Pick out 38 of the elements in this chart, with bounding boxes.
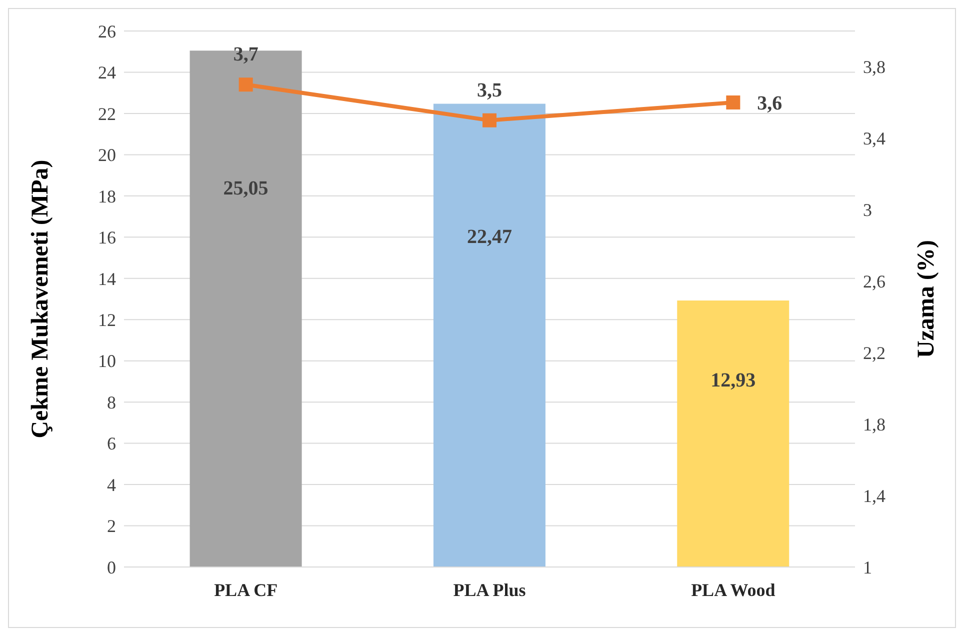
y-tick-label: 14 xyxy=(98,268,116,289)
data-label: 3,7 xyxy=(233,44,258,66)
y-tick-label: 2 xyxy=(107,516,116,536)
point xyxy=(238,78,253,92)
y-tick-label: 4 xyxy=(107,474,116,495)
y-tick-label: 18 xyxy=(98,186,116,206)
x-tick-label: PLA CF xyxy=(214,580,278,600)
y-tick-label: 10 xyxy=(98,351,116,372)
y2-tick-label: 1,4 xyxy=(863,486,886,506)
bar xyxy=(677,300,790,567)
y2-tick-label: 2,2 xyxy=(863,342,886,363)
y-tick-label: 8 xyxy=(107,392,116,412)
y-tick-label: 24 xyxy=(98,62,116,83)
y2-tick-label: 3,8 xyxy=(863,57,886,78)
y-tick-label: 12 xyxy=(98,310,116,330)
data-label: 22,47 xyxy=(466,226,512,248)
y-tick-label: 26 xyxy=(98,21,116,42)
y-axis-title: Çekme Mukavemeti (MPa) xyxy=(28,160,54,438)
point xyxy=(482,113,496,128)
y-tick-label: 6 xyxy=(107,434,116,454)
bar xyxy=(433,104,546,567)
y2-tick-label: 1,8 xyxy=(863,414,886,434)
y-tick-label: 20 xyxy=(98,145,116,166)
y-tick-label: 16 xyxy=(98,228,116,248)
y2-tick-label: 1 xyxy=(863,557,872,578)
y2-axis-title: Uzama (%) xyxy=(914,240,940,358)
data-label: 3,6 xyxy=(757,92,782,114)
x-tick-label: PLA Wood xyxy=(691,580,776,600)
point xyxy=(726,95,740,110)
y2-tick-label: 3,4 xyxy=(863,128,886,149)
data-label: 12,93 xyxy=(710,369,756,392)
data-label: 3,5 xyxy=(477,79,502,102)
data-label: 25,05 xyxy=(223,178,268,200)
y2-tick-label: 2,6 xyxy=(863,272,886,292)
x-tick-label: PLA Plus xyxy=(453,580,526,600)
y-tick-label: 22 xyxy=(98,104,116,124)
y-tick-label: 0 xyxy=(107,557,116,578)
y2-tick-label: 3 xyxy=(863,200,872,220)
